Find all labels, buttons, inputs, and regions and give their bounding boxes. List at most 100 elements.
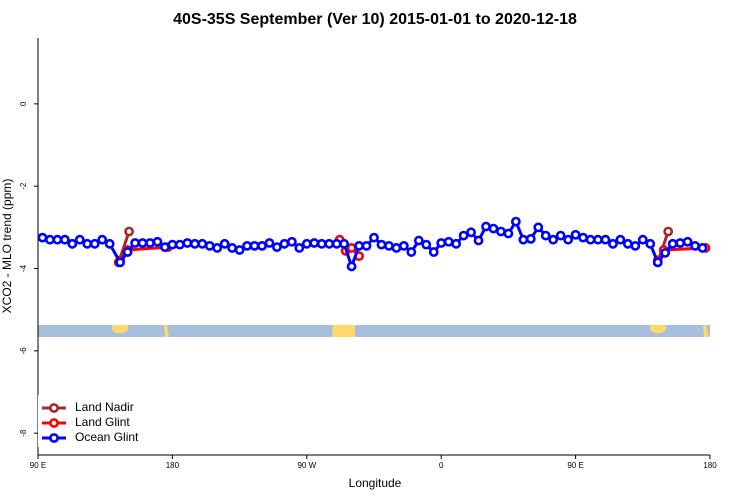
data-point xyxy=(145,238,155,248)
data-point xyxy=(585,234,596,245)
data-point xyxy=(518,234,529,245)
data-point xyxy=(466,227,476,238)
x-tick-label: 90 E xyxy=(567,461,583,470)
data-point xyxy=(667,238,678,249)
data-point xyxy=(279,238,290,249)
data-point xyxy=(675,238,686,248)
chart-title: 40S-35S September (Ver 10) 2015-01-01 to… xyxy=(173,11,577,28)
data-point xyxy=(570,229,581,240)
data-point xyxy=(652,257,663,268)
data-point xyxy=(74,234,85,245)
data-point xyxy=(361,240,372,251)
data-point xyxy=(496,226,506,237)
data-point xyxy=(264,238,275,248)
data-point xyxy=(398,240,409,251)
data-point xyxy=(219,238,230,249)
data-point xyxy=(436,238,447,248)
data-point xyxy=(354,240,364,251)
legend-label: Land Glint xyxy=(75,415,130,429)
data-point xyxy=(234,245,245,255)
legend-marker xyxy=(49,418,59,428)
data-point xyxy=(473,235,484,246)
data-point xyxy=(563,234,574,245)
data-point xyxy=(137,238,148,248)
y-tick-label: -4 xyxy=(19,264,28,272)
land-mask xyxy=(38,325,710,337)
data-point xyxy=(413,235,424,246)
data-point xyxy=(615,234,626,245)
data-point xyxy=(272,242,282,253)
legend-marker xyxy=(49,433,59,443)
data-point xyxy=(369,232,379,243)
x-tick-label: 180 xyxy=(703,461,717,470)
data-point xyxy=(339,238,350,249)
data-point xyxy=(115,257,126,268)
land-patch xyxy=(332,325,355,337)
data-point xyxy=(249,240,260,251)
data-point xyxy=(421,239,432,250)
data-point xyxy=(488,223,499,234)
land-patch xyxy=(703,325,709,337)
data-point xyxy=(690,240,700,251)
data-point xyxy=(510,216,521,227)
x-tick-label: 180 xyxy=(166,461,180,470)
legend-label: Ocean Glint xyxy=(75,430,139,444)
data-point xyxy=(660,247,671,258)
land-patch xyxy=(164,325,169,337)
data-point xyxy=(682,236,693,247)
data-point xyxy=(104,238,115,249)
data-point xyxy=(227,243,238,253)
data-point xyxy=(124,226,134,237)
data-point xyxy=(443,236,454,247)
data-point xyxy=(160,242,170,253)
data-point xyxy=(548,234,559,245)
data-point xyxy=(540,230,551,241)
data-point xyxy=(189,238,200,249)
data-point xyxy=(428,247,439,257)
land-patch xyxy=(650,325,666,334)
data-point xyxy=(637,234,648,245)
data-point xyxy=(458,230,469,241)
data-point xyxy=(525,233,536,244)
land-patch xyxy=(112,325,128,334)
data-point xyxy=(204,240,215,251)
data-point xyxy=(346,243,357,253)
data-point xyxy=(130,238,140,248)
x-axis-label: Longitude xyxy=(349,476,402,490)
data-point xyxy=(503,228,514,239)
data-point xyxy=(152,236,163,247)
legend-marker xyxy=(49,403,59,413)
data-point xyxy=(67,238,78,249)
y-tick-label: -8 xyxy=(19,429,28,437)
data-point xyxy=(406,247,417,257)
x-tick-label: 90 E xyxy=(30,461,46,470)
data-point xyxy=(346,261,357,272)
legend-label: Land Nadir xyxy=(75,400,134,414)
data-point xyxy=(122,247,133,257)
data-point xyxy=(167,239,178,250)
data-point xyxy=(324,238,335,249)
y-tick-label: 0 xyxy=(19,101,28,106)
ocean-strip xyxy=(38,325,710,337)
data-point xyxy=(197,238,208,249)
data-point xyxy=(451,238,462,249)
x-tick-label: 90 W xyxy=(297,461,316,470)
data-point xyxy=(481,221,491,232)
data-point xyxy=(37,232,48,243)
data-point xyxy=(608,238,618,249)
data-point xyxy=(555,230,566,241)
data-point xyxy=(174,239,185,250)
data-point xyxy=(622,238,633,249)
data-point xyxy=(301,238,312,249)
data-point xyxy=(578,232,588,243)
data-point xyxy=(82,238,93,249)
data-point xyxy=(309,238,320,248)
y-axis-label: XCO2 - MLO trend (ppm) xyxy=(0,179,14,314)
data-point xyxy=(242,240,252,251)
data-point xyxy=(45,234,55,245)
data-point xyxy=(645,238,656,249)
data-point xyxy=(391,243,402,253)
data-point xyxy=(376,239,387,250)
data-point xyxy=(257,240,267,251)
